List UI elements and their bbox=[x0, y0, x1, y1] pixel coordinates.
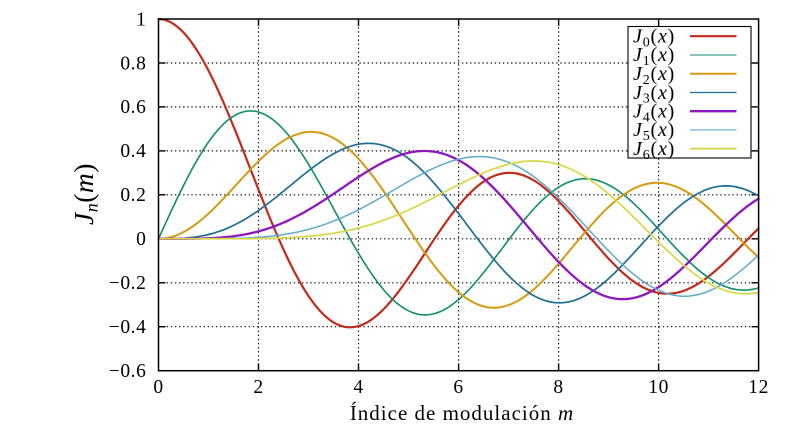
svg-text:−0.4: −0.4 bbox=[109, 317, 147, 338]
svg-text:0.6: 0.6 bbox=[120, 97, 146, 118]
svg-text:J2(x): J2(x) bbox=[633, 63, 675, 88]
svg-text:0.8: 0.8 bbox=[120, 53, 146, 74]
svg-text:1: 1 bbox=[136, 9, 146, 30]
svg-text:0.4: 0.4 bbox=[120, 141, 146, 162]
svg-text:4: 4 bbox=[353, 377, 363, 398]
svg-text:−0.2: −0.2 bbox=[109, 273, 147, 294]
svg-text:J1(x): J1(x) bbox=[633, 44, 675, 69]
svg-text:Jn(m): Jn(m) bbox=[68, 163, 102, 225]
svg-text:12: 12 bbox=[748, 377, 769, 398]
svg-text:10: 10 bbox=[648, 377, 669, 398]
svg-text:J5(x): J5(x) bbox=[633, 119, 675, 144]
svg-text:J3(x): J3(x) bbox=[633, 82, 675, 107]
svg-text:J6(x): J6(x) bbox=[633, 138, 675, 163]
svg-text:6: 6 bbox=[453, 377, 463, 398]
svg-text:Índice de modulación m: Índice de modulación m bbox=[350, 401, 574, 425]
svg-text:2: 2 bbox=[253, 377, 263, 398]
svg-text:8: 8 bbox=[553, 377, 563, 398]
svg-text:J4(x): J4(x) bbox=[633, 101, 675, 126]
svg-text:−0.6: −0.6 bbox=[109, 361, 147, 382]
svg-text:0.2: 0.2 bbox=[120, 185, 146, 206]
svg-text:0: 0 bbox=[153, 377, 163, 398]
svg-text:J0(x): J0(x) bbox=[633, 26, 675, 51]
svg-text:0: 0 bbox=[136, 229, 146, 250]
